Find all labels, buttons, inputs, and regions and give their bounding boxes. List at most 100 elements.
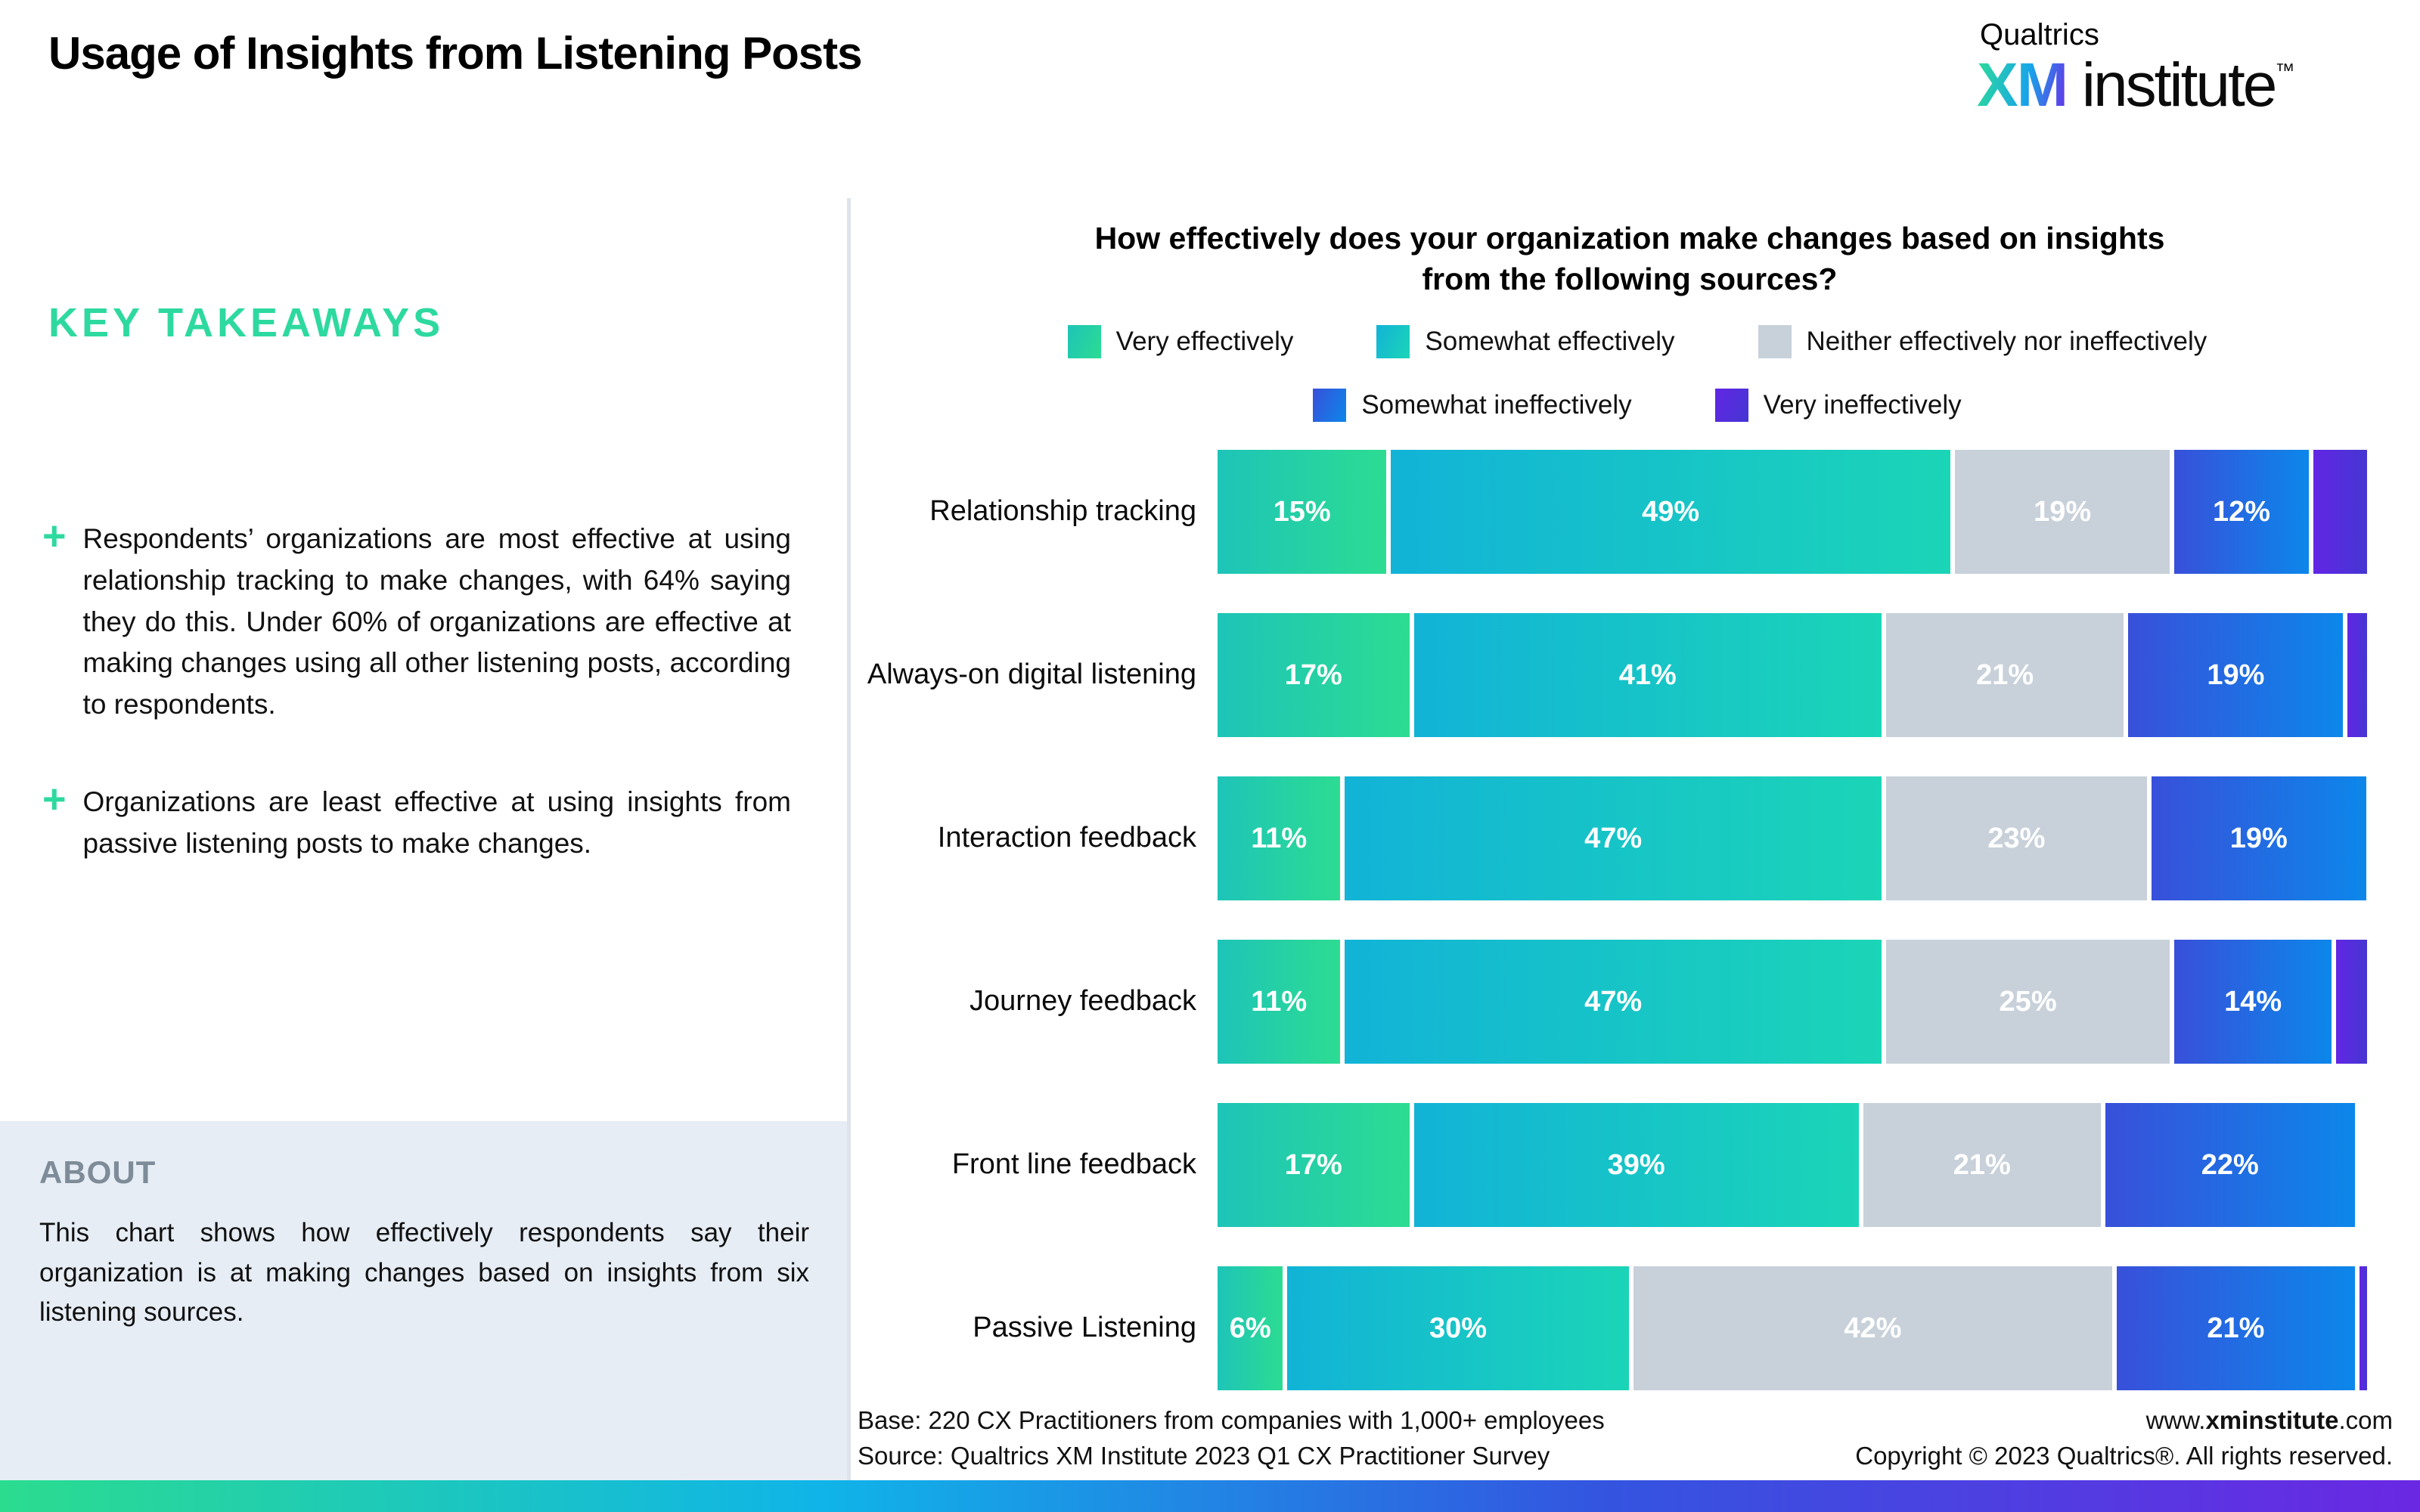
- legend-swatch-icon: [1067, 325, 1101, 358]
- chart-title-line2: from the following sources?: [1422, 262, 1838, 297]
- legend-item-somewhat-ineffectively: Somewhat ineffectively: [1313, 389, 1632, 422]
- bar-segment-neither-effectively-nor-ineffectively: 42%: [1633, 1266, 2113, 1390]
- chart-title-line1: How effectively does your organization m…: [1094, 221, 2165, 256]
- category-label: Relationship tracking: [929, 495, 1196, 528]
- bar-track: 11% 47% 23% 19%: [1218, 776, 2367, 900]
- segment-value-label: 17%: [1284, 1148, 1342, 1181]
- vertical-divider: [847, 198, 851, 1480]
- segment-value-label: 30%: [1429, 1312, 1488, 1344]
- bar-segment-somewhat-effectively: 30%: [1287, 1266, 1629, 1390]
- segment-value-label: 19%: [2207, 658, 2265, 691]
- bar-segment-very-effectively: 11%: [1218, 940, 1341, 1064]
- segment-value-label: 47%: [1584, 822, 1643, 854]
- bar-row-relationship-tracking: Relationship tracking 15% 49% 19% 12%: [855, 450, 2367, 574]
- bar-track: 6% 30% 42% 21%: [1218, 1266, 2367, 1390]
- bar-segment-very-effectively: 6%: [1218, 1266, 1283, 1390]
- bar-segment-neither-effectively-nor-ineffectively: 21%: [1885, 613, 2124, 737]
- bar-row-front-line-feedback: Front line feedback 17% 39% 21% 22%: [855, 1103, 2367, 1227]
- bar-row-interaction-feedback: Interaction feedback 11% 47% 23% 19%: [855, 776, 2367, 900]
- bar-segment-very-effectively: 11%: [1218, 776, 1341, 900]
- bar-track: 15% 49% 19% 12%: [1218, 450, 2367, 574]
- legend-label: Very ineffectively: [1763, 390, 1962, 420]
- bar-segment-very-ineffectively: [2313, 450, 2367, 574]
- bar-segment-somewhat-ineffectively: 19%: [2151, 776, 2366, 900]
- about-panel: ABOUT This chart shows how effectively r…: [0, 1121, 849, 1480]
- bar-segment-somewhat-effectively: 47%: [1345, 940, 1882, 1064]
- segment-value-label: 19%: [2034, 495, 2092, 528]
- legend-swatch-icon: [1313, 389, 1347, 422]
- legend-label: Neither effectively nor ineffectively: [1806, 327, 2207, 356]
- url-domain: xminstitute: [2205, 1406, 2339, 1435]
- page-title: Usage of Insights from Listening Posts: [48, 28, 862, 79]
- url-suffix: .com: [2338, 1406, 2393, 1435]
- segment-value-label: 17%: [1284, 658, 1342, 691]
- chart-question-title: How effectively does your organization m…: [870, 218, 2390, 299]
- bar-segment-somewhat-ineffectively: 21%: [2117, 1266, 2355, 1390]
- bar-track: 11% 47% 25% 14%: [1218, 940, 2367, 1064]
- bottom-gradient-bar: [0, 1480, 2420, 1512]
- footer-base-source: Base: 220 CX Practitioners from companie…: [858, 1403, 1605, 1474]
- bar-segment-very-ineffectively: [2347, 613, 2367, 737]
- segment-value-label: 14%: [2224, 985, 2282, 1018]
- segment-value-label: 41%: [1618, 658, 1677, 691]
- segment-value-label: 49%: [1642, 495, 1700, 528]
- segment-value-label: 21%: [1953, 1148, 2011, 1181]
- segment-value-label: 19%: [2229, 822, 2288, 854]
- category-label: Passive Listening: [973, 1312, 1196, 1344]
- bar-segment-neither-effectively-nor-ineffectively: 21%: [1863, 1103, 2101, 1227]
- bar-segment-neither-effectively-nor-ineffectively: 25%: [1885, 940, 2170, 1064]
- segment-value-label: 21%: [2207, 1312, 2265, 1344]
- takeaway-bullet-2: + Organizations are least effective at us…: [42, 776, 791, 865]
- bar-row-passive-listening: Passive Listening 6% 30% 42% 21%: [855, 1266, 2367, 1390]
- segment-value-label: 22%: [2201, 1148, 2259, 1181]
- segment-value-label: 23%: [1987, 822, 2046, 854]
- key-takeaways-list: + Respondents’ organizations are most eff…: [42, 513, 791, 920]
- bar-row-journey-feedback: Journey feedback 11% 47% 25% 14%: [855, 940, 2367, 1064]
- about-text: This chart shows how effectively respond…: [39, 1218, 809, 1327]
- segment-value-label: 11%: [1251, 985, 1308, 1018]
- logo-trademark-symbol: ™: [2275, 59, 2295, 82]
- takeaway-bullet-1: + Respondents’ organizations are most eff…: [42, 513, 791, 726]
- segment-value-label: 11%: [1251, 822, 1308, 854]
- logo-institute-text: [2067, 51, 2082, 119]
- bar-segment-somewhat-ineffectively: 12%: [2174, 450, 2309, 574]
- legend-swatch-icon: [1758, 325, 1792, 358]
- plus-icon: +: [42, 513, 67, 559]
- segment-value-label: 21%: [1976, 658, 2034, 691]
- footer-source-text: Source: Qualtrics XM Institute 2023 Q1 C…: [858, 1442, 1550, 1470]
- footer-website-url: www.xminstitute.com: [1855, 1403, 2393, 1439]
- bar-segment-somewhat-ineffectively: 14%: [2174, 940, 2332, 1064]
- legend-item-very-effectively: Very effectively: [1067, 325, 1294, 358]
- legend-row-2: Somewhat ineffectively Very ineffectively: [855, 389, 2420, 422]
- key-takeaways-heading: KEY TAKEAWAYS: [48, 300, 445, 345]
- bar-track: 17% 39% 21% 22%: [1218, 1103, 2367, 1227]
- takeaway-text: Organizations are least effective at usi…: [82, 785, 791, 859]
- bar-segment-somewhat-ineffectively: 22%: [2105, 1103, 2355, 1227]
- segment-value-label: 15%: [1273, 495, 1331, 528]
- bar-segment-somewhat-ineffectively: 19%: [2128, 613, 2344, 737]
- legend-row-1: Very effectively Somewhat effectively Neit…: [855, 325, 2420, 358]
- footer-base-text: Base: 220 CX Practitioners from companie…: [858, 1406, 1605, 1435]
- segment-value-label: 47%: [1584, 985, 1643, 1018]
- legend-swatch-icon: [1714, 389, 1748, 422]
- bar-segment-very-effectively: 15%: [1218, 450, 1387, 574]
- bar-segment-very-ineffectively: [2359, 1266, 2367, 1390]
- logo-xm-institute-row: XM institute™: [1977, 54, 2294, 116]
- legend-item-very-ineffectively: Very ineffectively: [1714, 389, 1962, 422]
- category-label: Front line feedback: [951, 1148, 1196, 1181]
- legend-item-somewhat-effectively: Somewhat effectively: [1376, 325, 1675, 358]
- category-label: Always-on digital listening: [867, 658, 1196, 691]
- segment-value-label: 42%: [1844, 1312, 1902, 1344]
- legend-label: Very effectively: [1115, 327, 1294, 356]
- takeaway-text: Respondents’ organizations are most effe…: [82, 523, 791, 720]
- logo-xm-text: XM: [1977, 51, 2068, 119]
- bar-segment-very-effectively: 17%: [1218, 1103, 1410, 1227]
- legend-swatch-icon: [1376, 325, 1410, 358]
- logo-institute-text: institute: [2081, 51, 2278, 119]
- about-heading: ABOUT: [39, 1154, 157, 1190]
- segment-value-label: 25%: [1999, 985, 2057, 1018]
- segment-value-label: 12%: [2212, 495, 2271, 528]
- stacked-bar-chart: Relationship tracking 15% 49% 19% 12% Always-…: [855, 450, 2367, 1430]
- plus-icon: +: [42, 776, 67, 822]
- category-label: Journey feedback: [970, 985, 1196, 1018]
